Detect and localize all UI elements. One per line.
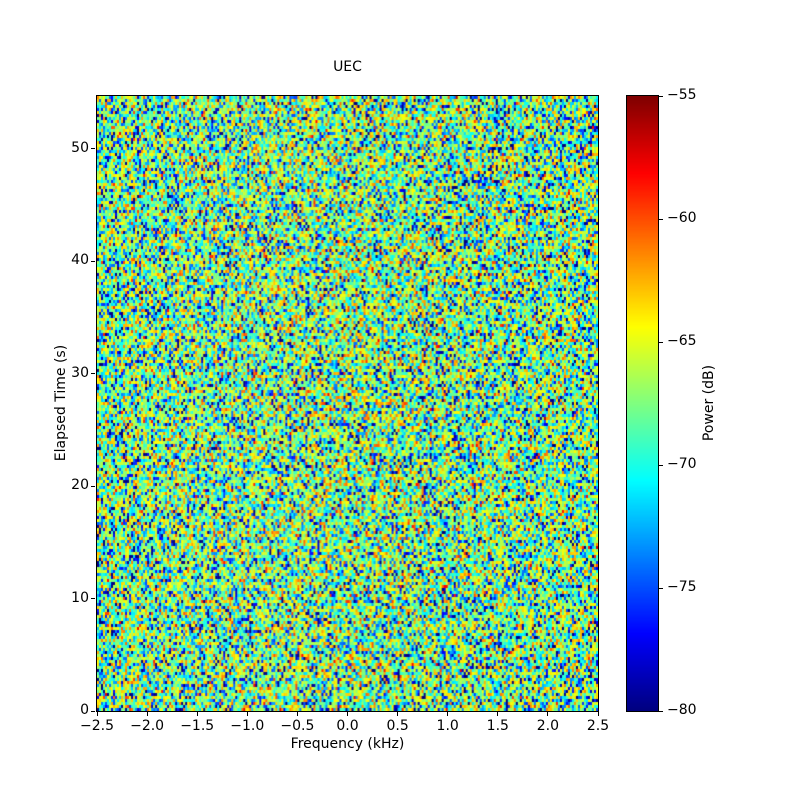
x-tick-mark xyxy=(397,712,399,716)
y-tick-mark xyxy=(91,598,95,599)
colorbar-gradient xyxy=(627,96,658,711)
colorbar-tick-label: −70 xyxy=(667,456,697,472)
x-tick-mark xyxy=(447,712,449,716)
x-tick-label: 2.5 xyxy=(586,718,610,734)
y-tick-label: 10 xyxy=(71,589,89,606)
spectrogram-image xyxy=(97,96,598,711)
x-tick-mark xyxy=(296,712,298,716)
figure-title: UEC xyxy=(333,59,362,75)
colorbar-tick-label: −80 xyxy=(667,702,697,718)
y-tick-label: 20 xyxy=(71,477,89,493)
x-tick-label: 1.0 xyxy=(436,718,459,734)
x-tick-label: −1.5 xyxy=(180,718,215,734)
colorbar-tick-label: −65 xyxy=(667,333,697,349)
colorbar-tick-label: −60 xyxy=(667,210,697,226)
x-tick-mark xyxy=(497,712,499,716)
colorbar xyxy=(626,95,659,712)
colorbar-tick-mark xyxy=(659,218,663,220)
colorbar-label: Power (dB) xyxy=(701,364,717,442)
x-tick-label: 1.5 xyxy=(486,718,509,734)
x-tick-label: −1.0 xyxy=(230,718,265,734)
x-tick-label: 0.5 xyxy=(386,718,409,734)
x-tick-label: −2.5 xyxy=(80,718,114,734)
y-tick-mark xyxy=(91,485,95,487)
y-tick-label: 30 xyxy=(71,364,89,381)
colorbar-tick-label: −75 xyxy=(667,579,697,595)
y-tick-mark xyxy=(91,710,95,712)
x-tick-label: −2.0 xyxy=(130,718,165,734)
y-tick-label: 40 xyxy=(71,252,89,269)
spectrogram-plot-area xyxy=(96,95,599,712)
colorbar-tick-mark xyxy=(659,587,663,589)
x-tick-mark xyxy=(246,712,248,716)
y-tick-mark xyxy=(91,148,95,150)
y-axis-label: Elapsed Time (s) xyxy=(53,344,69,462)
y-tick-mark xyxy=(91,260,95,262)
y-tick-mark xyxy=(91,373,95,375)
colorbar-tick-mark xyxy=(659,341,663,343)
y-tick-label: 50 xyxy=(71,139,89,156)
x-tick-mark xyxy=(347,712,348,716)
colorbar-tick-mark xyxy=(659,95,663,97)
colorbar-tick-mark xyxy=(659,464,663,466)
x-tick-mark xyxy=(597,712,599,716)
x-tick-mark xyxy=(196,712,198,716)
x-tick-mark xyxy=(547,712,549,716)
y-tick-label: 0 xyxy=(80,702,89,718)
colorbar-tick-label: −55 xyxy=(667,87,697,103)
x-tick-label: −0.5 xyxy=(280,718,315,734)
x-tick-label: 0.0 xyxy=(336,718,359,734)
x-tick-label: 2.0 xyxy=(536,718,560,734)
x-axis-label: Frequency (kHz) xyxy=(290,736,405,752)
x-tick-mark xyxy=(96,712,98,716)
x-tick-mark xyxy=(146,712,148,716)
colorbar-tick-mark xyxy=(659,710,663,712)
